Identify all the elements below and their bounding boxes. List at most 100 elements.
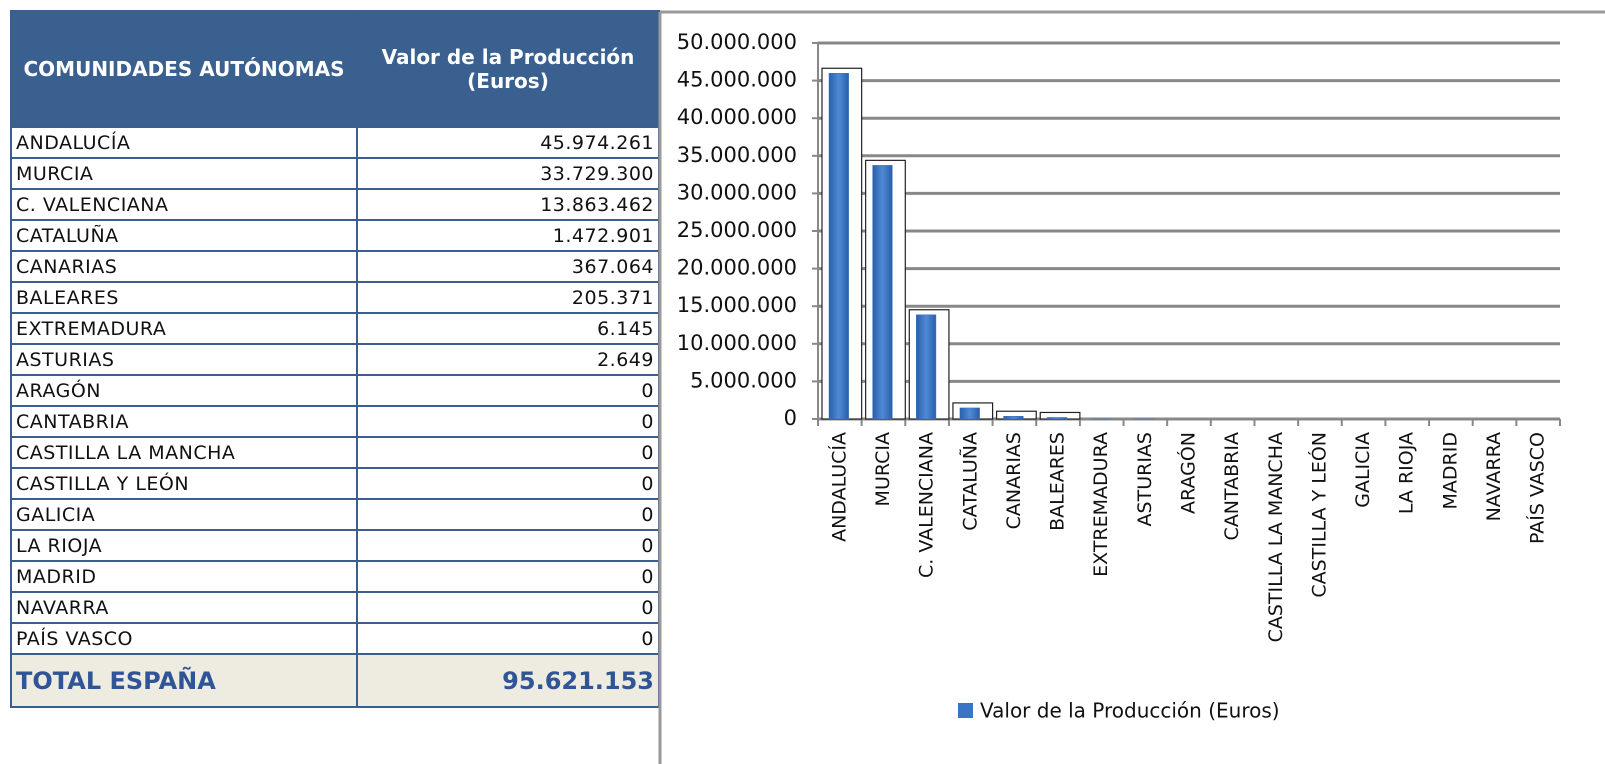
table-cell: 45.974.261 <box>356 126 660 159</box>
bar-box <box>908 309 950 420</box>
y-tick-label: 5.000.000 <box>690 368 797 392</box>
table-cell: 0 <box>356 529 660 562</box>
y-tick-label: 0 <box>784 406 797 430</box>
bar-box <box>865 159 906 420</box>
bar <box>959 407 980 420</box>
table-cell: 0 <box>356 622 660 655</box>
y-tick-label: 35.000.000 <box>677 143 797 167</box>
y-tick-label: 40.000.000 <box>677 105 797 129</box>
table-cell: PAÍS VASCO <box>10 622 358 655</box>
x-tick-label: CANTABRIA <box>1221 432 1243 540</box>
table-row: C. VALENCIANA 13.863.462 <box>10 188 660 221</box>
table-row: CASTILLA Y LEÓN 0 <box>10 467 660 500</box>
table-cell: 0 <box>356 405 660 438</box>
x-tick-label: MADRID <box>1439 432 1461 509</box>
x-tick-label: C. VALENCIANA <box>916 432 938 578</box>
table-row: EXTREMADURA 6.145 <box>10 312 660 345</box>
table-cell: 0 <box>356 374 660 407</box>
bar <box>1046 417 1068 420</box>
x-tick-label: ANDALUCÍA <box>827 432 850 542</box>
x-tick-label: CASTILLA Y LEÓN <box>1306 432 1330 598</box>
y-tick-label: 20.000.000 <box>677 256 797 280</box>
x-tick-label: LA RIOJA <box>1396 432 1418 514</box>
table-cell: 1.472.901 <box>356 219 660 252</box>
y-tick-label: 50.000.000 <box>677 30 797 54</box>
bar <box>872 165 893 420</box>
table-row: LA RIOJA 0 <box>10 529 660 562</box>
table-cell: 2.649 <box>356 343 660 376</box>
bar-box <box>952 402 994 420</box>
x-tick-label: EXTREMADURA <box>1090 432 1112 577</box>
x-tick-label: CATALUÑA <box>958 432 981 531</box>
x-tick-label: BALEARES <box>1047 432 1069 531</box>
table-cell: C. VALENCIANA <box>10 188 358 221</box>
table-cell: BALEARES <box>10 281 358 314</box>
table-cell: CATALUÑA <box>10 219 358 252</box>
bar-box <box>1039 411 1081 420</box>
table-cell: CASTILLA LA MANCHA <box>10 436 358 469</box>
table-cell: MADRID <box>10 560 358 593</box>
table-row: CANTABRIA 0 <box>10 405 660 438</box>
table-cell: ASTURIAS <box>10 343 358 376</box>
table-cell: 0 <box>356 591 660 624</box>
table-row: CANARIAS 367.064 <box>10 250 660 283</box>
table-cell: 367.064 <box>356 250 660 283</box>
header-cell: Valor de la Producción (Euros) <box>356 10 660 128</box>
x-tick-label: CANARIAS <box>1003 432 1025 529</box>
table-cell: MURCIA <box>10 157 358 190</box>
x-tick-label: MURCIA <box>872 432 894 506</box>
table-row: MADRID 0 <box>10 560 660 593</box>
bar <box>916 314 937 420</box>
table-cell: ANDALUCÍA <box>10 126 358 159</box>
table-cell: GALICIA <box>10 498 358 531</box>
table-row: NAVARRA 0 <box>10 591 660 624</box>
table-cell: 13.863.462 <box>356 188 660 221</box>
y-tick-label: 30.000.000 <box>677 180 797 204</box>
y-tick-label: 25.000.000 <box>677 218 797 242</box>
table-row: ASTURIAS 2.649 <box>10 343 660 376</box>
table-cell: 0 <box>356 498 660 531</box>
table-row: CASTILLA LA MANCHA 0 <box>10 436 660 469</box>
table-row: ANDALUCÍA 45.974.261 <box>10 126 660 159</box>
x-tick-label: CASTILLA LA MANCHA <box>1265 432 1287 642</box>
y-tick-label: 10.000.000 <box>677 331 797 355</box>
bar-box <box>995 410 1037 420</box>
table-row: BALEARES 205.371 <box>10 281 660 314</box>
x-tick-label: PAÍS VASCO <box>1526 432 1549 544</box>
y-tick-label: 45.000.000 <box>677 68 797 92</box>
table-cell: LA RIOJA <box>10 529 358 562</box>
table-row: MURCIA 33.729.300 <box>10 157 660 190</box>
table-cell: 33.729.300 <box>356 157 660 190</box>
table-cell: ARAGÓN <box>10 374 358 407</box>
table-row: PAÍS VASCO 0 <box>10 622 660 655</box>
x-tick-label: GALICIA <box>1352 432 1374 508</box>
table-cell: TOTAL ESPAÑA <box>10 653 358 708</box>
bar <box>1003 415 1024 420</box>
table-cell: 205.371 <box>356 281 660 314</box>
header-cell: COMUNIDADES AUTÓNOMAS <box>10 10 358 128</box>
table-cell: EXTREMADURA <box>10 312 358 345</box>
table-row: CATALUÑA 1.472.901 <box>10 219 660 252</box>
table-cell: 6.145 <box>356 312 660 345</box>
table-cell: CANTABRIA <box>10 405 358 438</box>
table-cell: CASTILLA Y LEÓN <box>10 467 358 500</box>
table-cell: 0 <box>356 467 660 500</box>
legend-label: Valor de la Producción (Euros) <box>980 699 1280 723</box>
table-row: GALICIA 0 <box>10 498 660 531</box>
x-tick-label: ASTURIAS <box>1134 432 1156 526</box>
x-tick-label: ARAGÓN <box>1176 432 1200 514</box>
table-cell: 0 <box>356 560 660 593</box>
table-cell: 0 <box>356 436 660 469</box>
bar <box>828 73 849 420</box>
y-tick-label: 15.000.000 <box>677 293 797 317</box>
table-row: TOTAL ESPAÑA 95.621.153 <box>10 653 660 708</box>
x-tick-label: NAVARRA <box>1483 432 1505 521</box>
bar-box <box>821 67 863 420</box>
table-cell: 95.621.153 <box>356 653 660 708</box>
table-cell: NAVARRA <box>10 591 358 624</box>
legend-swatch <box>958 703 973 718</box>
table-row: ARAGÓN 0 <box>10 374 660 407</box>
table-cell: CANARIAS <box>10 250 358 283</box>
data-table: COMUNIDADES AUTÓNOMAS Valor de la Produc… <box>10 10 660 708</box>
